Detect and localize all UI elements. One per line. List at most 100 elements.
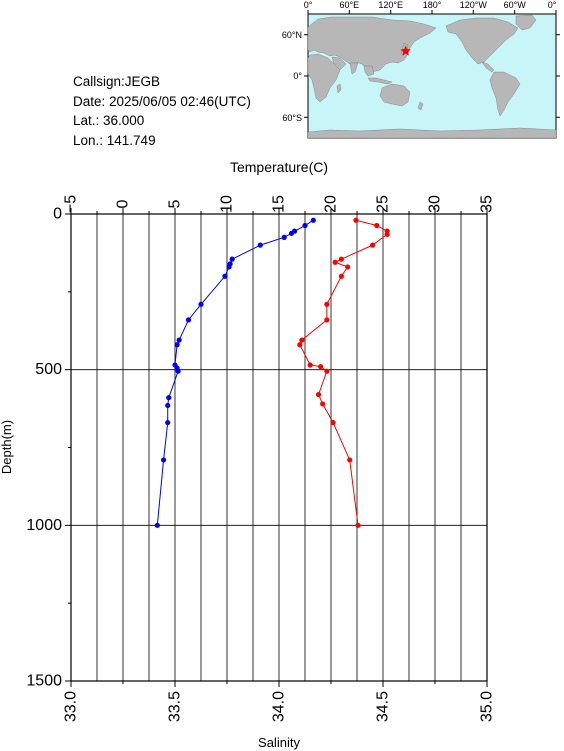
- map-lon-label: 120°W: [460, 0, 488, 10]
- temperature-tick-label: 0: [115, 199, 132, 208]
- map-lon-label: 120°E: [378, 0, 403, 10]
- temperature-data-point: [302, 222, 308, 229]
- latitude-text: Lat.: 36.000: [73, 113, 145, 128]
- map-lon-label: 60°W: [504, 0, 527, 10]
- temperature-data-point: [176, 337, 182, 343]
- new-zealand-shape: [417, 101, 424, 111]
- temperature-series: [154, 217, 316, 528]
- world-map: 0° 60°E 120°E 180° 120°W 60°W 0° 60°N 0°…: [282, 0, 560, 139]
- temperature-axis: −5 0 5 10 15 20 25 30 35: [63, 195, 496, 214]
- salinity-data-point: [299, 337, 305, 343]
- depth-axis-title: Depth(m): [0, 420, 14, 474]
- temperature-data-point: [160, 457, 167, 463]
- series-layer: [154, 217, 390, 528]
- map-lon-label: 180°: [423, 0, 442, 10]
- map-lat-label: 0°: [293, 71, 302, 81]
- salinity-data-point: [297, 342, 303, 348]
- depth-tick-label: 1000: [26, 517, 62, 534]
- map-lat-label: 60°S: [282, 113, 302, 123]
- salinity-data-point: [338, 273, 344, 279]
- map-lon-label: 0°: [304, 0, 313, 10]
- map-land: [307, 14, 557, 139]
- depth-tick-label: 0: [53, 206, 62, 223]
- grid-lines: [71, 214, 487, 681]
- map-ticks: [304, 10, 560, 118]
- salinity-data-point: [324, 301, 330, 307]
- date-text: Date: 2025/06/05 02:46(UTC): [73, 93, 251, 109]
- salinity-tick-label: 35.0: [479, 691, 496, 722]
- station-info: Callsign:JEGB Date: 2025/06/05 02:46(UTC…: [73, 72, 251, 150]
- depth-tick-label: 500: [35, 361, 62, 378]
- salinity-data-point: [370, 242, 376, 248]
- temperature-tick-label: −5: [63, 195, 80, 213]
- salinity-data-point: [315, 391, 322, 398]
- eurasia-shape: [307, 16, 437, 73]
- salinity-data-point: [307, 362, 313, 368]
- temperature-tick-label: 25: [375, 195, 392, 213]
- north-america-shape: [445, 17, 519, 65]
- salinity-data-point: [355, 522, 361, 528]
- se-asia-shape: [363, 65, 375, 77]
- salinity-data-point: [347, 457, 353, 463]
- salinity-data-point: [345, 264, 351, 270]
- map-lat-labels: 60°N 0° 60°S: [282, 30, 303, 123]
- salinity-tick-label: 33.0: [63, 691, 80, 722]
- temperature-data-point: [165, 419, 171, 426]
- temperature-axis-title: Temperature(C): [230, 159, 328, 175]
- map-lon-label: 60°E: [339, 0, 359, 10]
- temperature-data-point: [175, 368, 181, 374]
- south-america-shape: [489, 71, 521, 117]
- salinity-data-point: [338, 256, 344, 262]
- temperature-data-point: [198, 301, 204, 307]
- temperature-data-point: [226, 264, 232, 270]
- salinity-axis: 33.0 33.5 34.0 34.5 35.0: [63, 681, 496, 722]
- temperature-data-point: [288, 230, 295, 236]
- temperature-tick-label: 20: [323, 195, 340, 213]
- temperature-data-point: [222, 273, 228, 279]
- longitude-text: Lon.: 141.749: [73, 132, 156, 148]
- temperature-profile-line: [156, 219, 314, 526]
- indonesia-shape: [367, 77, 393, 85]
- temperature-tick-label: 5: [167, 199, 184, 208]
- india-shape: [349, 62, 359, 75]
- temperature-data-point: [154, 522, 160, 528]
- station-star-shape: [400, 45, 412, 56]
- temperature-data-point: [229, 256, 235, 262]
- salinity-data-point: [320, 401, 326, 407]
- map-lat-label: 60°N: [282, 30, 302, 40]
- greenland-shape: [515, 14, 537, 31]
- temperature-data-point: [310, 217, 316, 223]
- temperature-data-point: [166, 395, 172, 401]
- temperature-data-point: [165, 402, 171, 409]
- callsign-text: Callsign:JEGB: [73, 74, 161, 89]
- depth-tick-label: 1500: [26, 673, 62, 690]
- salinity-tick-label: 34.0: [271, 691, 288, 722]
- temperature-tick-label: 35: [479, 195, 496, 213]
- africa-shape: [307, 53, 341, 103]
- temperature-data-point: [257, 242, 263, 248]
- temperature-data-point: [174, 342, 180, 348]
- salinity-series: [297, 217, 390, 528]
- salinity-data-point: [353, 217, 359, 223]
- temperature-tick-label: 15: [271, 195, 288, 213]
- salinity-axis-title: Salinity: [258, 735, 300, 750]
- salinity-data-point: [324, 317, 330, 323]
- antarctica-shape: [307, 127, 557, 139]
- depth-axis: 0 500 1000 1500: [26, 206, 71, 690]
- map-lon-labels: 0° 60°E 120°E 180° 120°W 60°W 0°: [304, 0, 557, 10]
- salinity-data-point: [374, 222, 380, 229]
- salinity-tick-label: 33.5: [167, 691, 184, 722]
- red-star-icon: [400, 45, 412, 56]
- temperature-tick-label: 10: [219, 195, 236, 213]
- salinity-data-point: [384, 231, 390, 237]
- temperature-data-point: [281, 234, 287, 240]
- temperature-tick-label: 30: [427, 195, 444, 213]
- salinity-data-point: [332, 259, 338, 265]
- map-lon-label: 0°: [548, 0, 557, 10]
- central-america-shape: [481, 61, 495, 73]
- australia-shape: [379, 83, 411, 107]
- madagascar-shape: [336, 83, 342, 94]
- temperature-data-point: [185, 317, 192, 323]
- salinity-data-point: [318, 363, 324, 370]
